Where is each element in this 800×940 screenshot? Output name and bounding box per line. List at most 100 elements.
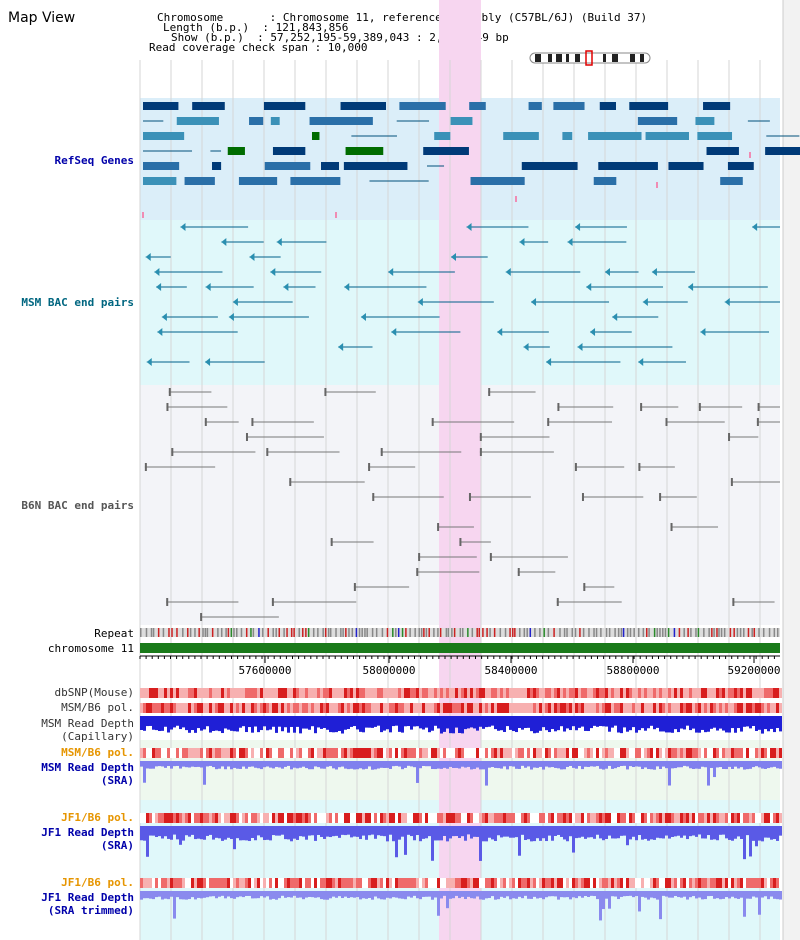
repeat-element <box>471 628 474 637</box>
msm-b6-pol2-cell <box>500 748 503 758</box>
jf1-depth-bar <box>767 826 770 838</box>
jf1-trimmed-depth-bar <box>758 891 761 915</box>
msm-capillary-depth-bar <box>335 716 338 733</box>
b6n-bac-end <box>479 448 482 456</box>
jf1-depth-bar <box>302 826 305 837</box>
jf1-trimmed-depth-bar <box>662 891 665 896</box>
msm-sra-depth-bar <box>389 761 392 769</box>
msm-sra-depth-bar <box>209 761 212 766</box>
msm-b6-pol-cell <box>647 703 650 713</box>
dbsnp-cell <box>260 688 263 698</box>
dbsnp-cell <box>158 688 161 698</box>
msm-b6-pol-cell <box>290 703 293 713</box>
msm-b6-pol2-cell <box>311 748 314 758</box>
b6n-bac-end <box>757 403 760 411</box>
jf1-b6-pol2-cell <box>344 878 347 888</box>
jf1-depth-bar <box>248 826 251 842</box>
jf1-b6-pol2-cell <box>380 878 383 888</box>
jf1-trimmed-depth-bar <box>326 891 329 900</box>
msm-capillary-depth-bar <box>362 716 365 733</box>
msm-sra-depth-bar <box>560 761 563 770</box>
jf1-b6-pol2-cell <box>227 878 230 888</box>
jf1-depth-bar <box>392 826 395 842</box>
repeat-element <box>240 628 243 637</box>
msm-b6-pol2-cell <box>758 748 761 758</box>
jf1-trimmed-depth-bar <box>419 891 422 900</box>
refseq-gene <box>697 132 733 140</box>
msm-b6-pol-cell <box>536 703 539 713</box>
msm-capillary-depth-bar <box>500 716 503 731</box>
dbsnp-cell <box>734 688 737 698</box>
jf1-trimmed-depth-bar <box>686 891 689 900</box>
jf1-depth-bar <box>236 826 239 839</box>
dbsnp-cell <box>185 688 188 698</box>
jf1-b6-pol2-cell <box>686 878 689 888</box>
jf1-depth-bar <box>287 826 290 840</box>
msm-capillary-depth-bar <box>749 716 752 729</box>
msm-b6-pol2-cell <box>626 748 629 758</box>
msm-sra-depth-bar <box>410 761 413 767</box>
jf1-trimmed-depth-bar <box>569 891 572 900</box>
jf1-depth-bar <box>407 826 410 835</box>
chromosome-bar <box>140 643 780 653</box>
jf1-b6-pol2-cell <box>461 878 464 888</box>
jf1-b6-pol2-cell <box>590 878 593 888</box>
jf1-b6-pol2-cell <box>596 878 599 888</box>
jf1-trimmed-depth-bar <box>497 891 500 900</box>
jf1-b6-pol-cell <box>740 813 743 823</box>
jf1-depth-bar <box>230 826 233 840</box>
repeat-element <box>401 628 404 637</box>
msm-bac-end <box>270 268 276 276</box>
jf1-depth-bar <box>191 826 194 835</box>
msm-sra-depth-bar <box>707 761 710 786</box>
jf1-b6-pol-cell <box>701 813 704 823</box>
dbsnp-cell <box>443 688 446 698</box>
dbsnp-cell <box>221 688 224 698</box>
jf1-depth-bar <box>659 826 662 839</box>
msm-capillary-depth-bar <box>311 716 314 727</box>
jf1-b6-pol-cell <box>152 813 155 823</box>
jf1-b6-pol-cell <box>452 813 455 823</box>
jf1-b6-pol2-cell <box>413 878 416 888</box>
jf1-b6-pol2-cell <box>362 878 365 888</box>
jf1-b6-pol2-cell <box>452 878 455 888</box>
msm-b6-pol-cell <box>185 703 188 713</box>
jf1-depth-bar <box>776 826 779 841</box>
jf1-b6-pol2-cell <box>224 878 227 888</box>
repeat-element <box>211 628 214 637</box>
msm-capillary-depth-bar <box>506 716 509 727</box>
jf1-trimmed-depth-bar <box>383 891 386 900</box>
msm-capillary-depth-bar <box>416 716 419 727</box>
jf1-depth-bar <box>545 826 548 842</box>
jf1-b6-pol-cell <box>224 813 227 823</box>
msm-b6-pol2-cell <box>263 748 266 758</box>
msm-capillary-depth-bar <box>182 716 185 728</box>
msm-capillary-depth-bar <box>698 716 701 733</box>
b6n-bac-end <box>271 598 274 606</box>
jf1-b6-pol2-cell <box>332 878 335 888</box>
dbsnp-cell <box>425 688 428 698</box>
highlight-region <box>439 0 481 940</box>
msm-sra-depth-bar <box>701 761 704 767</box>
msm-b6-pol2-cell <box>320 748 323 758</box>
ruler-tick-label: 58400000 <box>484 664 538 677</box>
dbsnp-cell <box>773 688 776 698</box>
jf1-depth-bar <box>401 826 404 837</box>
msm-b6-pol-cell <box>623 703 626 713</box>
jf1-depth-bar <box>446 826 449 842</box>
jf1-b6-pol2-cell <box>539 878 542 888</box>
track-label-repeat: Repeat <box>94 627 134 640</box>
jf1-b6-pol2-cell <box>284 878 287 888</box>
track-label-b6n-bac[interactable]: B6N BAC end pairs <box>21 499 134 512</box>
track-label-refseq[interactable]: RefSeq Genes <box>54 154 134 167</box>
track-label-msm-bac[interactable]: MSM BAC end pairs <box>21 296 134 309</box>
jf1-b6-pol2-cell <box>164 878 167 888</box>
msm-bac-end <box>752 223 758 231</box>
msm-capillary-depth-bar <box>443 716 446 732</box>
jf1-trimmed-depth-bar <box>323 891 326 900</box>
msm-bac-end <box>283 283 289 291</box>
msm-sra-depth-bar <box>494 761 497 768</box>
msm-b6-pol2-cell <box>443 748 446 758</box>
msm-b6-pol-cell <box>404 703 407 713</box>
